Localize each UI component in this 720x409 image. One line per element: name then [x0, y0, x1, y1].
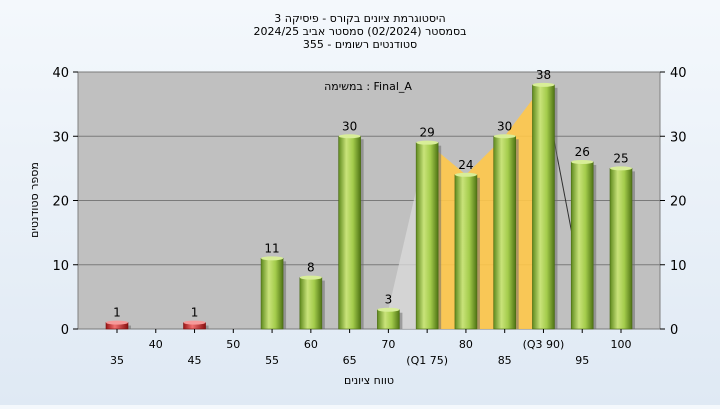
x-tick-label-70: 70 [381, 338, 395, 351]
chart-annotation: במשימה : Final_A [324, 80, 412, 93]
bar-cap-95 [571, 159, 594, 164]
bar-value-95: 26 [575, 145, 590, 159]
y-axis-right: 0 10 20 30 40 [660, 66, 687, 338]
title-line-2: בסמסטר (02/2024) סמסטר אביב 2024/25 [253, 25, 466, 38]
x-tick-label-75: (Q1 75) [406, 354, 448, 367]
x-tick-label-55: 55 [265, 354, 279, 367]
x-tick-label-100: 100 [611, 338, 632, 351]
bar-cap-45 [183, 320, 206, 325]
bar-75 [415, 142, 439, 330]
y-tick-label-20: 20 [52, 195, 69, 210]
y-tick-label-0: 0 [61, 323, 69, 338]
gridlines [78, 71, 660, 330]
x-tick-label-80: 80 [459, 338, 473, 351]
bar-cap-90 [532, 82, 555, 87]
bar-cap-60 [299, 275, 322, 280]
x-axis-label: טווח ציונים [344, 374, 394, 387]
bar-90 [532, 84, 555, 330]
bar-100 [609, 168, 633, 330]
bar-80 [454, 174, 478, 330]
bar-value-70: 3 [385, 293, 393, 307]
bar-95 [570, 161, 594, 330]
bar-cap-80 [454, 172, 477, 177]
y-tick-label-40: 40 [52, 66, 69, 81]
bar-cap-75 [416, 140, 439, 145]
bar-55 [260, 258, 284, 330]
bar-value-75: 29 [420, 126, 435, 140]
bar-65 [338, 135, 361, 330]
bar-60 [299, 277, 323, 330]
x-axis: 35 40 45 50 55 60 65 70 (Q1 75) 80 85 (Q3 90) 95 100 [110, 329, 632, 367]
bar-cap-85 [493, 134, 516, 139]
chart-title: היסטוגרמת ציונים בקורס - פיסיקה 3 בסמסטר… [253, 12, 466, 51]
bar-cap-100 [610, 166, 632, 171]
y-tick-label-right-30: 30 [670, 130, 687, 145]
y-tick-label-right-0: 0 [670, 323, 678, 338]
y-tick-label-10: 10 [52, 259, 69, 274]
x-tick-label-85: 85 [498, 354, 512, 367]
bar-value-60: 8 [307, 261, 315, 275]
x-tick-label-65: 65 [343, 354, 357, 367]
x-tick-label-50: 50 [226, 338, 240, 351]
bar-value-100: 25 [613, 151, 628, 165]
x-tick-label-90: (Q3 90) [523, 338, 565, 351]
bar-cap-70 [377, 307, 400, 312]
bar-cap-55 [261, 256, 284, 261]
bar-value-45: 1 [191, 306, 199, 320]
y-axis-left: 0 10 20 30 40 [52, 66, 78, 338]
y-tick-label-right-10: 10 [670, 259, 687, 274]
bar-value-90: 38 [536, 68, 551, 82]
bar-value-65: 30 [342, 119, 357, 133]
y-axis-label: מספר סטודנטים [28, 162, 41, 238]
y-tick-label-30: 30 [52, 130, 69, 145]
x-tick-label-60: 60 [304, 338, 318, 351]
bar-value-80: 24 [458, 158, 473, 172]
y-tick-label-right-20: 20 [670, 195, 687, 210]
x-tick-label-45: 45 [188, 354, 202, 367]
bar-value-55: 11 [264, 241, 279, 255]
x-tick-label-40: 40 [149, 338, 163, 351]
bar-cap-65 [338, 134, 361, 139]
bars-group [105, 82, 635, 330]
bar-cap-35 [106, 320, 128, 325]
bar-value-35: 1 [113, 306, 121, 320]
x-tick-label-35: 35 [110, 354, 124, 367]
title-line-3: סטודנטים רשומים - 355 [303, 38, 417, 51]
y-tick-label-right-40: 40 [670, 66, 687, 81]
x-tick-label-95: 95 [575, 354, 589, 367]
bar-value-85: 30 [497, 119, 512, 133]
title-line-1: היסטוגרמת ציונים בקורס - פיסיקה 3 [274, 12, 445, 25]
bar-85 [493, 135, 516, 330]
bar-70 [377, 309, 400, 330]
